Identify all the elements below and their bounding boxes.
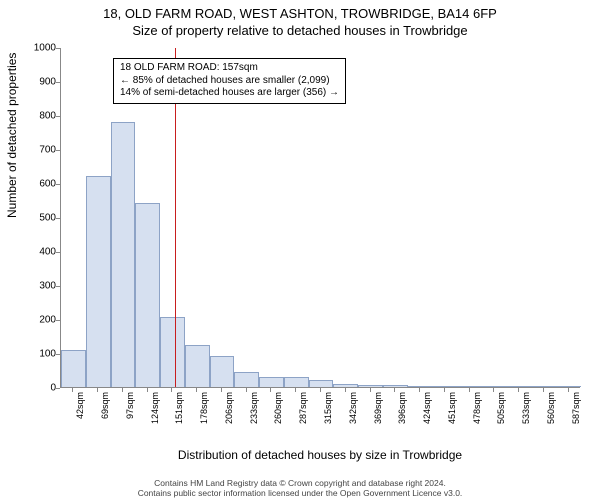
y-tick-label: 500 [26,213,56,224]
x-tick-label: 69sqm [100,392,110,419]
histogram-bar [383,385,408,387]
histogram-bar [86,176,111,387]
x-tick-mark [469,388,470,392]
x-tick-mark [518,388,519,392]
footer-attribution: Contains HM Land Registry data © Crown c… [0,478,600,498]
footer-line-2: Contains public sector information licen… [0,488,600,498]
histogram-bar [284,377,309,387]
y-tick-mark [56,218,60,219]
x-tick-mark [543,388,544,392]
x-tick-label: 396sqm [397,392,407,424]
y-axis-label: Number of detached properties [5,53,19,218]
y-tick-label: 1000 [26,43,56,54]
x-tick-label: 178sqm [199,392,209,424]
chart-container: 18 OLD FARM ROAD: 157sqm ← 85% of detach… [60,48,580,428]
histogram-bar [482,386,507,387]
x-tick-label: 287sqm [298,392,308,424]
x-tick-label: 206sqm [224,392,234,424]
histogram-bar [358,385,383,387]
y-tick-label: 900 [26,77,56,88]
x-tick-mark [270,388,271,392]
x-tick-label: 451sqm [447,392,457,424]
histogram-bar [185,345,210,388]
x-tick-label: 533sqm [521,392,531,424]
callout-line-3: 14% of semi-detached houses are larger (… [120,87,339,100]
x-tick-label: 587sqm [571,392,581,424]
histogram-bar [408,386,433,387]
x-tick-mark [345,388,346,392]
y-tick-mark [56,116,60,117]
histogram-bar [507,386,532,387]
histogram-bar [556,386,581,387]
y-tick-mark [56,354,60,355]
x-tick-mark [122,388,123,392]
histogram-bar [135,203,160,387]
x-tick-label: 478sqm [472,392,482,424]
x-tick-label: 42sqm [75,392,85,419]
x-tick-label: 560sqm [546,392,556,424]
callout-line-1: 18 OLD FARM ROAD: 157sqm [120,62,339,75]
x-tick-mark [320,388,321,392]
x-tick-label: 151sqm [174,392,184,424]
x-tick-label: 424sqm [422,392,432,424]
x-tick-label: 233sqm [249,392,259,424]
x-tick-mark [221,388,222,392]
page-title-subtitle: Size of property relative to detached ho… [0,23,600,38]
y-tick-mark [56,286,60,287]
x-tick-label: 260sqm [273,392,283,424]
x-tick-mark [72,388,73,392]
histogram-bar [61,350,86,387]
x-tick-mark [419,388,420,392]
x-tick-mark [246,388,247,392]
y-tick-mark [56,48,60,49]
footer-line-1: Contains HM Land Registry data © Crown c… [0,478,600,488]
histogram-bar [160,317,185,387]
x-tick-mark [97,388,98,392]
histogram-bar [531,386,556,387]
y-tick-mark [56,184,60,185]
histogram-bar [210,356,235,387]
x-tick-mark [394,388,395,392]
x-tick-mark [196,388,197,392]
x-tick-label: 342sqm [348,392,358,424]
x-tick-mark [295,388,296,392]
x-axis-label: Distribution of detached houses by size … [60,448,580,462]
x-tick-label: 369sqm [373,392,383,424]
y-tick-mark [56,320,60,321]
histogram-bar [457,386,482,387]
y-tick-mark [56,388,60,389]
x-tick-label: 124sqm [150,392,160,424]
histogram-bar [432,386,457,387]
x-tick-mark [444,388,445,392]
histogram-bar [259,377,284,387]
histogram-bar [111,122,136,387]
y-tick-mark [56,150,60,151]
x-tick-mark [147,388,148,392]
x-tick-label: 315sqm [323,392,333,424]
y-tick-label: 600 [26,179,56,190]
x-tick-mark [568,388,569,392]
callout-line-2: ← 85% of detached houses are smaller (2,… [120,75,339,88]
y-tick-mark [56,82,60,83]
y-tick-mark [56,252,60,253]
page-title-address: 18, OLD FARM ROAD, WEST ASHTON, TROWBRID… [0,6,600,21]
y-tick-label: 300 [26,281,56,292]
x-tick-mark [493,388,494,392]
y-tick-label: 200 [26,315,56,326]
x-tick-mark [171,388,172,392]
y-tick-label: 800 [26,111,56,122]
plot-area: 18 OLD FARM ROAD: 157sqm ← 85% of detach… [60,48,580,388]
histogram-bar [234,372,259,387]
x-tick-label: 505sqm [496,392,506,424]
y-tick-label: 100 [26,349,56,360]
marker-callout: 18 OLD FARM ROAD: 157sqm ← 85% of detach… [113,58,346,104]
x-tick-mark [370,388,371,392]
histogram-bar [333,384,358,387]
y-tick-label: 0 [26,383,56,394]
y-tick-label: 400 [26,247,56,258]
x-tick-label: 97sqm [125,392,135,419]
y-tick-label: 700 [26,145,56,156]
histogram-bar [309,380,334,387]
